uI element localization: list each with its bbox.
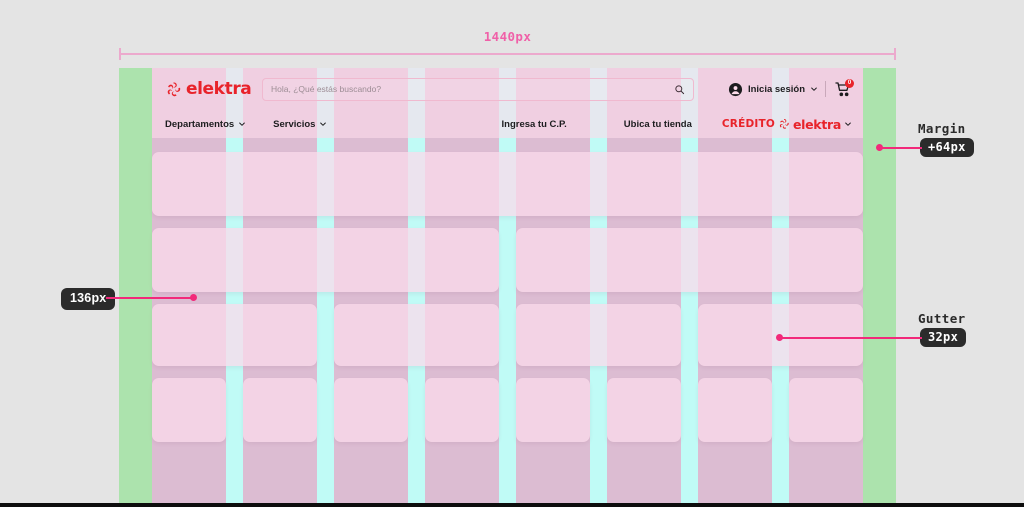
nav-right-group: Ingresa tu C.P. Ubica tu tienda CRÉDITO [502,117,853,132]
cart-button[interactable]: 0 [833,78,854,99]
gutter-annotation-badge: 32px [920,328,967,347]
placeholder-card[interactable] [516,228,863,292]
quarter-row [152,304,863,366]
gutter-annotation-title: Gutter [918,311,966,326]
row-gap [317,304,334,366]
account-menu[interactable]: Inicia sesión [728,82,818,97]
row-gap [499,304,516,366]
placeholder-card[interactable] [789,378,863,442]
header-top-row: elektra Hola, ¿Qué estás buscando? [152,68,863,110]
site-header: elektra Hola, ¿Qué estás buscando? [152,68,863,138]
row-gap [499,378,516,442]
row-gap [317,378,334,442]
right-margin-band [863,68,896,503]
cart-count-badge: 0 [845,78,854,88]
placeholder-card[interactable] [334,378,408,442]
row-gap [408,378,425,442]
row-gap [590,378,607,442]
placeholder-card[interactable] [152,304,317,366]
row-gap [772,378,789,442]
grid-overlay-frame: elektra Hola, ¿Qué estás buscando? [119,68,896,503]
placeholder-card[interactable] [698,304,863,366]
nav-item-ubica-tienda[interactable]: Ubica tu tienda [624,119,692,130]
search-icon[interactable] [674,84,685,95]
chevron-down-icon[interactable] [810,85,818,93]
content-card-rows [152,138,863,503]
search-bar[interactable]: Hola, ¿Qué estás buscando? [262,77,694,101]
nav-item-servicios[interactable]: Servicios [273,119,327,130]
search-input-placeholder: Hola, ¿Qué estás buscando? [271,83,382,94]
account-label: Inicia sesión [747,83,805,95]
elektra-swirl-icon [779,119,789,129]
header-background [152,68,863,138]
placeholder-card[interactable] [425,378,499,442]
row-gap [499,228,516,292]
placeholder-card[interactable] [152,378,226,442]
eighth-row [152,378,863,442]
placeholder-card[interactable] [152,152,863,216]
placeholder-card[interactable] [152,228,499,292]
margin-annotation-title: Margin [918,121,966,136]
hero-row [152,152,863,216]
elektra-logo[interactable]: elektra [165,78,256,99]
credito-elektra-menu[interactable]: CRÉDITO elektra [722,117,852,132]
nav-item-departamentos-label: Departamentos [165,118,235,130]
half-row [152,228,863,292]
total-width-label: 1440px [483,29,532,44]
nav-item-ubica-tienda-label: Ubica tu tienda [623,118,692,130]
row-gap [681,304,698,366]
elektra-logo-text: elektra [186,78,252,99]
nav-item-codigo-postal-label: Ingresa tu C.P. [501,118,567,130]
placeholder-card[interactable] [243,378,317,442]
row-gap [681,378,698,442]
nav-item-servicios-label: Servicios [273,118,316,130]
nav-item-codigo-postal[interactable]: Ingresa tu C.P. [502,119,567,130]
user-circle-icon [728,82,743,96]
placeholder-card[interactable] [698,378,772,442]
header-nav-row: Departamentos Servicios Ingresa tu C.P. [152,110,863,138]
credito-label: CRÉDITO [721,118,775,130]
elektra-swirl-icon [167,81,181,96]
placeholder-card[interactable] [516,304,681,366]
placeholder-card[interactable] [334,304,499,366]
header-divider [825,81,826,97]
bottom-edge-strip [0,503,1024,507]
placeholder-card[interactable] [607,378,681,442]
chevron-down-icon[interactable] [319,120,327,128]
nav-item-departamentos[interactable]: Departamentos [165,119,246,130]
placeholder-card[interactable] [516,378,590,442]
chevron-down-icon[interactable] [238,120,246,128]
margin-annotation-badge: +64px [920,138,974,157]
credito-brand-text: elektra [792,116,841,132]
chevron-down-icon[interactable] [844,120,852,128]
column-width-annotation-badge: 136px [61,288,116,310]
total-width-dimension-line: 1440px [119,29,896,60]
row-gap [226,378,243,442]
header-actions: Inicia sesión 0 [728,78,854,99]
left-margin-band [119,68,152,503]
